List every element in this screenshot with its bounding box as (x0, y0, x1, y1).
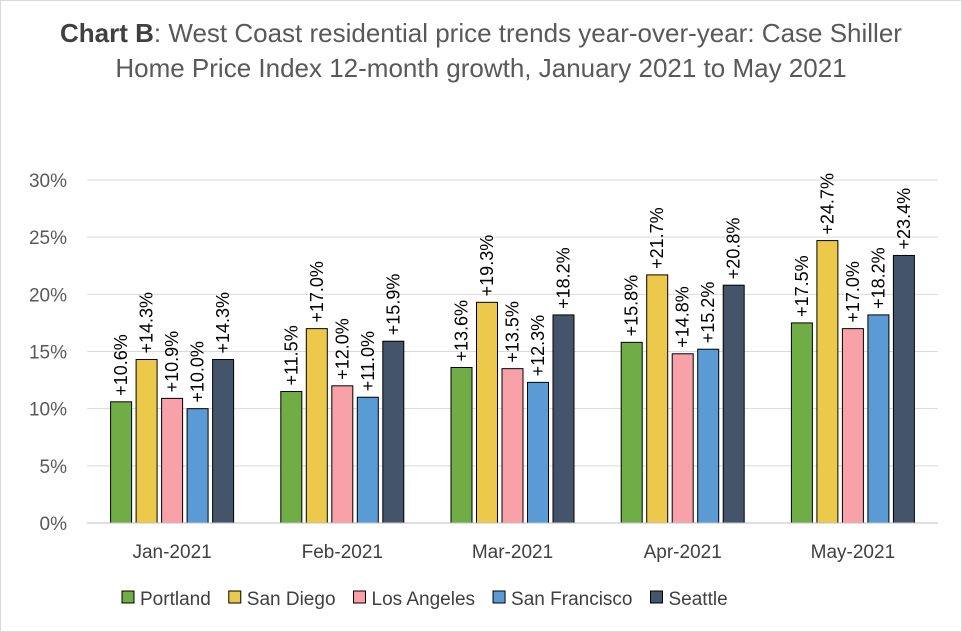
data-label: +10.6% (111, 334, 131, 396)
data-label: +17.5% (792, 255, 812, 317)
legend-swatch (228, 590, 242, 604)
x-tick-label: Apr-2021 (644, 542, 722, 563)
data-label: +21.7% (647, 207, 667, 269)
data-label: +18.2% (554, 247, 574, 309)
bar (110, 401, 133, 524)
y-tick-label: 15% (29, 343, 67, 364)
legend-label: Los Angeles (372, 589, 476, 610)
bar (790, 322, 813, 524)
bar (892, 254, 915, 524)
y-tick-label: 25% (29, 228, 67, 249)
bar (476, 301, 498, 524)
data-label: +24.7% (817, 173, 837, 235)
x-tick-label: Jan-2021 (132, 542, 211, 563)
data-label: +12.3% (528, 315, 548, 377)
bar (867, 314, 890, 524)
bar (186, 408, 209, 524)
legend-swatch (492, 590, 506, 604)
y-tick-label: 0% (40, 514, 68, 535)
bar (305, 328, 328, 524)
data-label: +15.8% (622, 275, 642, 337)
bar (816, 240, 839, 524)
data-label: +17.0% (307, 261, 327, 323)
bar (552, 314, 575, 524)
bar (501, 368, 524, 524)
data-label: +13.6% (452, 300, 472, 362)
data-label: +12.0% (332, 318, 352, 380)
data-label: +11.0% (358, 331, 378, 391)
x-tick-label: Feb-2021 (302, 542, 383, 563)
legend-swatch (353, 590, 367, 604)
legend-label: Portland (140, 589, 211, 610)
legend-label: San Francisco (511, 589, 632, 610)
data-label: +10.9% (162, 331, 182, 393)
data-label: +20.8% (724, 218, 744, 280)
x-tick-label: Mar-2021 (472, 542, 553, 563)
data-label: +17.0% (843, 261, 863, 323)
chart-title: Chart B: West Coast residential price tr… (60, 16, 902, 86)
y-tick-label: 5% (40, 457, 68, 478)
bar (212, 359, 235, 524)
bar (331, 385, 354, 524)
data-label: +14.8% (673, 286, 693, 348)
data-label: +18.2% (868, 247, 888, 309)
data-label: +15.2% (698, 282, 718, 344)
bar (722, 284, 745, 524)
data-label: +23.4% (894, 188, 914, 250)
data-label: +14.3% (213, 292, 233, 354)
bar (527, 381, 549, 524)
y-tick-label: 10% (29, 400, 67, 421)
legend-label: Seattle (669, 589, 728, 610)
bar (161, 397, 184, 524)
x-tick-label: May-2021 (811, 542, 896, 563)
data-label: +19.3% (477, 235, 497, 297)
legend-swatch (650, 590, 663, 604)
bar (620, 341, 643, 524)
chart-title-rest: : West Coast residential price trends ye… (115, 18, 902, 83)
legend-swatch (121, 590, 135, 604)
bar (671, 353, 694, 524)
bar (697, 348, 720, 524)
data-label: +13.5% (503, 301, 523, 363)
bar (135, 359, 158, 524)
bar (382, 340, 405, 524)
bar (450, 367, 473, 524)
data-label: +15.9% (383, 274, 403, 336)
bar (280, 391, 303, 524)
data-label: +10.0% (188, 341, 208, 403)
y-tick-label: 30% (29, 171, 67, 192)
bar (646, 274, 669, 524)
bar (356, 396, 379, 524)
bar (841, 328, 864, 524)
chart-title-bold: Chart B (60, 18, 154, 48)
data-label: +11.5% (281, 325, 301, 385)
legend-label: San Diego (247, 589, 336, 610)
y-tick-label: 20% (29, 285, 67, 306)
data-label: +14.3% (137, 292, 157, 354)
